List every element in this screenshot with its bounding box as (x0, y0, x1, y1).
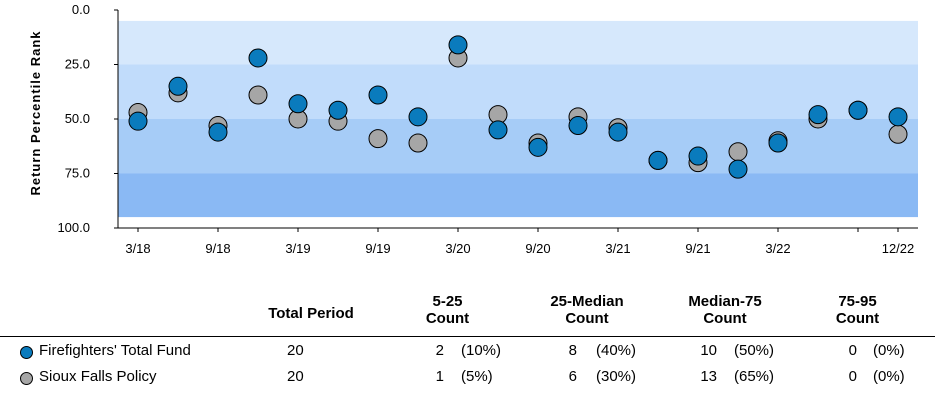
header-25-median-count: 25-Median Count (550, 293, 624, 327)
row-c3-count: 13 (700, 368, 717, 385)
firefighters-marker-icon (20, 346, 33, 359)
y-tick-label: 25.0 (65, 57, 90, 72)
y-tick-label: 100.0 (57, 220, 90, 235)
row-c2-pct: (40%) (596, 342, 637, 359)
sioux-falls-point (368, 129, 388, 149)
sioux-falls-point (888, 124, 908, 144)
firefighters-point (608, 122, 628, 142)
x-tick-label: 9/20 (525, 241, 550, 256)
header-divider (0, 336, 935, 337)
firefighters-point (648, 150, 668, 170)
firefighters-point (688, 146, 708, 166)
firefighters-point (488, 120, 508, 140)
firefighters-point (888, 107, 908, 127)
firefighters-point (528, 137, 548, 157)
firefighters-point (128, 111, 148, 131)
firefighters-point (368, 85, 388, 105)
firefighters-point (168, 76, 188, 96)
firefighters-point (248, 48, 268, 68)
y-tick-label: 50.0 (65, 111, 90, 126)
firefighters-point (448, 35, 468, 55)
row-c2-pct: (30%) (596, 368, 637, 385)
row-name: Firefighters' Total Fund (39, 342, 191, 359)
percentile-band-0 (118, 20, 918, 65)
y-tick-label: 75.0 (65, 166, 90, 181)
row-c4-pct: (0%) (873, 342, 905, 359)
firefighters-point (728, 159, 748, 179)
summary-table: Total Period 5-25 Count 25-Median Count Me… (0, 288, 935, 393)
y-axis-title: Return Percentile Rank (28, 30, 43, 195)
header-median-75-count: Median-75 Count (688, 293, 762, 327)
row-c3-pct: (65%) (734, 368, 775, 385)
row-c1-count: 2 (435, 342, 444, 359)
sioux-falls-point (728, 142, 748, 162)
row-c4-count: 0 (848, 368, 857, 385)
header-75-95-count: 75-95 Count (835, 293, 880, 327)
row-c2-count: 8 (568, 342, 577, 359)
row-c3-count: 10 (700, 342, 717, 359)
row-c4-count: 0 (848, 342, 857, 359)
row-total: 20 (287, 368, 304, 385)
x-tick-label: 3/20 (445, 241, 470, 256)
row-c4-pct: (0%) (873, 368, 905, 385)
table-row-firefighters: Firefighters' Total Fund 20 2 (10%) 8 (4… (0, 340, 935, 362)
firefighters-point (288, 94, 308, 114)
sioux-falls-point (408, 133, 428, 153)
row-c2-count: 6 (568, 368, 577, 385)
sioux-falls-point (248, 85, 268, 105)
x-tick-label: 3/18 (125, 241, 150, 256)
percentile-rank-chart: 0.0 25.0 50.0 75.0 100.0 Return Percentile Ra… (28, 2, 918, 256)
y-tick-label: 0.0 (72, 2, 90, 17)
firefighters-point (328, 100, 348, 120)
row-c1-pct: (5%) (461, 368, 493, 385)
row-c3-pct: (50%) (734, 342, 775, 359)
firefighters-point (568, 116, 588, 136)
x-tick-label: 3/21 (605, 241, 630, 256)
row-c1-pct: (10%) (461, 342, 502, 359)
x-tick-label: 9/21 (685, 241, 710, 256)
x-tick-label: 3/22 (765, 241, 790, 256)
percentile-band-2 (118, 119, 918, 174)
table-row-sioux-falls: Sioux Falls Policy 20 1 (5%) 6 (30%) 13 … (0, 366, 935, 388)
x-tick-label: 3/19 (285, 241, 310, 256)
header-5-25-count: 5-25 Count (425, 293, 470, 327)
firefighters-point (808, 105, 828, 125)
x-tick-label: 9/18 (205, 241, 230, 256)
row-total: 20 (287, 342, 304, 359)
percentile-band-1 (118, 64, 918, 119)
percentile-band-3 (118, 173, 918, 218)
firefighters-point (408, 107, 428, 127)
row-c1-count: 1 (435, 368, 444, 385)
x-tick-label: 9/19 (365, 241, 390, 256)
firefighters-point (768, 133, 788, 153)
firefighters-point (848, 100, 868, 120)
sioux-falls-marker-icon (20, 372, 33, 385)
row-name: Sioux Falls Policy (39, 368, 157, 385)
x-tick-label: 12/22 (882, 241, 915, 256)
header-total-period: Total Period (268, 305, 354, 322)
firefighters-point (208, 122, 228, 142)
